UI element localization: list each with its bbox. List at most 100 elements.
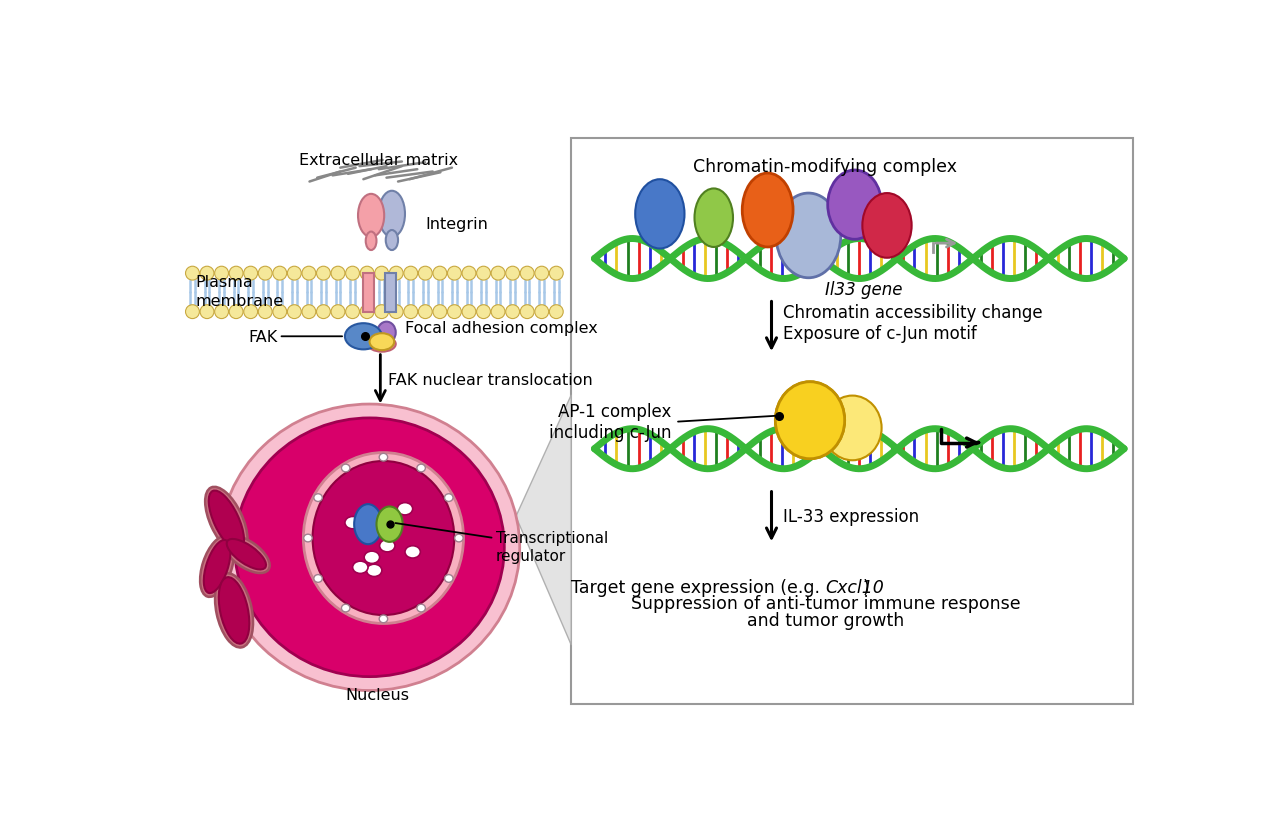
Ellipse shape bbox=[695, 189, 733, 247]
Text: FAK nuclear translocation: FAK nuclear translocation bbox=[388, 372, 593, 387]
Text: Il33 gene: Il33 gene bbox=[826, 281, 902, 299]
Ellipse shape bbox=[358, 194, 384, 237]
Ellipse shape bbox=[223, 536, 270, 573]
Ellipse shape bbox=[454, 534, 463, 543]
Ellipse shape bbox=[549, 305, 563, 319]
Ellipse shape bbox=[243, 305, 257, 319]
Ellipse shape bbox=[379, 454, 388, 461]
Ellipse shape bbox=[448, 305, 461, 319]
Ellipse shape bbox=[366, 232, 376, 251]
Text: and tumor growth: and tumor growth bbox=[746, 612, 904, 629]
Text: Chromatin accessibility change
Exposure of c-Jun motif: Chromatin accessibility change Exposure … bbox=[783, 304, 1043, 342]
Ellipse shape bbox=[742, 174, 794, 247]
Ellipse shape bbox=[389, 267, 403, 280]
Ellipse shape bbox=[828, 170, 882, 240]
Ellipse shape bbox=[417, 605, 425, 612]
Ellipse shape bbox=[506, 267, 520, 280]
Ellipse shape bbox=[366, 565, 381, 577]
Text: Focal adhesion complex: Focal adhesion complex bbox=[404, 320, 598, 335]
Ellipse shape bbox=[444, 575, 453, 582]
Ellipse shape bbox=[229, 305, 243, 319]
Ellipse shape bbox=[314, 495, 323, 502]
Ellipse shape bbox=[302, 305, 316, 319]
Ellipse shape bbox=[302, 267, 316, 280]
Ellipse shape bbox=[535, 305, 549, 319]
Ellipse shape bbox=[549, 267, 563, 280]
Ellipse shape bbox=[200, 267, 214, 280]
Text: AP-1 complex
including c-Jun: AP-1 complex including c-Jun bbox=[549, 403, 672, 442]
Ellipse shape bbox=[776, 194, 841, 279]
Ellipse shape bbox=[433, 305, 447, 319]
Text: Transcriptional
regulator: Transcriptional regulator bbox=[495, 531, 608, 563]
Ellipse shape bbox=[200, 305, 214, 319]
Ellipse shape bbox=[360, 267, 374, 280]
Ellipse shape bbox=[200, 537, 234, 597]
Ellipse shape bbox=[204, 540, 230, 594]
Text: Target gene expression (e.g.: Target gene expression (e.g. bbox=[571, 578, 826, 595]
Ellipse shape bbox=[776, 382, 845, 459]
Ellipse shape bbox=[462, 267, 476, 280]
Ellipse shape bbox=[385, 526, 401, 538]
Ellipse shape bbox=[234, 418, 504, 676]
Ellipse shape bbox=[352, 562, 369, 574]
Ellipse shape bbox=[288, 305, 301, 319]
Text: Cxcl10: Cxcl10 bbox=[826, 578, 884, 595]
Ellipse shape bbox=[342, 605, 349, 612]
Ellipse shape bbox=[243, 267, 257, 280]
Ellipse shape bbox=[375, 305, 389, 319]
Ellipse shape bbox=[776, 382, 845, 459]
Ellipse shape bbox=[314, 575, 323, 582]
Text: Extracellular matrix: Extracellular matrix bbox=[300, 153, 458, 168]
Ellipse shape bbox=[355, 504, 381, 544]
Ellipse shape bbox=[332, 305, 344, 319]
Ellipse shape bbox=[259, 305, 273, 319]
Ellipse shape bbox=[389, 305, 403, 319]
Ellipse shape bbox=[417, 465, 425, 472]
Ellipse shape bbox=[448, 267, 461, 280]
Ellipse shape bbox=[419, 267, 433, 280]
Bar bbox=[385, 274, 396, 313]
Text: Suppression of anti-tumor immune response: Suppression of anti-tumor immune respons… bbox=[631, 595, 1020, 613]
Ellipse shape bbox=[403, 267, 417, 280]
Ellipse shape bbox=[209, 491, 244, 551]
Ellipse shape bbox=[444, 495, 453, 502]
Ellipse shape bbox=[332, 267, 344, 280]
Ellipse shape bbox=[259, 267, 273, 280]
Ellipse shape bbox=[215, 267, 229, 280]
Ellipse shape bbox=[379, 615, 388, 623]
FancyBboxPatch shape bbox=[571, 139, 1133, 705]
Ellipse shape bbox=[376, 507, 403, 543]
Text: IL-33 expression: IL-33 expression bbox=[783, 508, 919, 526]
Ellipse shape bbox=[219, 404, 520, 691]
Ellipse shape bbox=[288, 267, 301, 280]
Ellipse shape bbox=[375, 267, 389, 280]
Ellipse shape bbox=[506, 305, 520, 319]
Ellipse shape bbox=[462, 305, 476, 319]
Text: Nucleus: Nucleus bbox=[346, 687, 410, 703]
Ellipse shape bbox=[215, 574, 253, 648]
Ellipse shape bbox=[186, 267, 200, 280]
Ellipse shape bbox=[385, 231, 398, 251]
Ellipse shape bbox=[370, 332, 393, 347]
Ellipse shape bbox=[303, 453, 463, 624]
Ellipse shape bbox=[492, 305, 506, 319]
Ellipse shape bbox=[535, 267, 549, 280]
Ellipse shape bbox=[397, 503, 412, 515]
Text: Integrin: Integrin bbox=[425, 217, 488, 232]
Ellipse shape bbox=[380, 540, 396, 552]
Ellipse shape bbox=[365, 552, 380, 564]
Ellipse shape bbox=[419, 305, 433, 319]
Ellipse shape bbox=[379, 192, 404, 237]
Ellipse shape bbox=[229, 267, 243, 280]
Ellipse shape bbox=[342, 465, 349, 472]
Ellipse shape bbox=[346, 267, 360, 280]
Ellipse shape bbox=[215, 305, 229, 319]
Ellipse shape bbox=[823, 396, 882, 461]
Text: Plasma
membrane: Plasma membrane bbox=[196, 275, 284, 308]
Ellipse shape bbox=[344, 517, 361, 529]
Text: ): ) bbox=[863, 578, 869, 595]
Ellipse shape bbox=[303, 534, 312, 543]
Ellipse shape bbox=[635, 180, 685, 249]
Ellipse shape bbox=[273, 305, 287, 319]
Ellipse shape bbox=[492, 267, 506, 280]
